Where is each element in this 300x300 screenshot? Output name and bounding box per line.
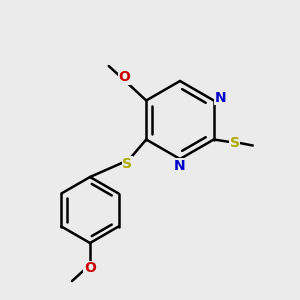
Text: O: O	[84, 262, 96, 275]
Text: O: O	[119, 70, 130, 84]
Text: N: N	[214, 91, 226, 104]
Text: S: S	[230, 136, 240, 150]
Text: S: S	[122, 157, 132, 170]
Text: N: N	[174, 159, 186, 172]
